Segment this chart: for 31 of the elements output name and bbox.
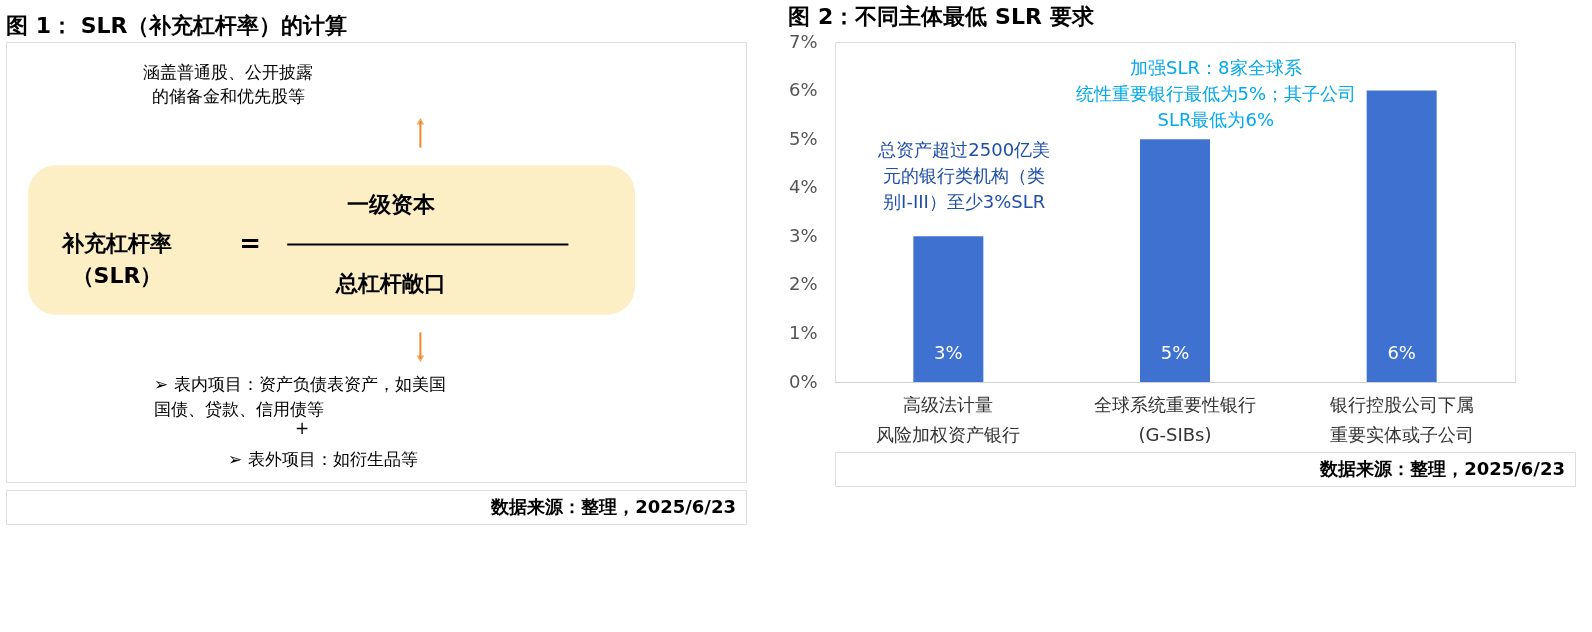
y-tick-label: 2% bbox=[788, 273, 818, 295]
source-note: 数据来源：整理，2025/6/23 bbox=[490, 496, 736, 517]
bar bbox=[1140, 139, 1210, 382]
text: 一级资本 bbox=[346, 191, 436, 217]
text: ➢ 表内项目：资产负债表资产，如美国国债、贷款、信用债等 bbox=[154, 374, 446, 419]
x-tick-label: 银行控股公司下属重要实体或子公司 bbox=[1328, 393, 1474, 445]
x-tick-label: 高级法计量风险加权资产银行 bbox=[876, 393, 1021, 445]
y-tick-label: 0% bbox=[788, 370, 818, 392]
y-tick-label: 3% bbox=[788, 224, 818, 246]
data-label: 6% bbox=[1387, 342, 1416, 363]
x-tick-label: 全球系统重要性银行(G-SIBs) bbox=[1094, 393, 1256, 445]
text: 总杠杆敞口 bbox=[334, 271, 446, 296]
text: + bbox=[294, 418, 310, 439]
chart-title: 图 2：不同主体最低 SLR 要求 bbox=[788, 4, 1095, 29]
text: 涵盖普通股、公开披露的储备金和优先股等 bbox=[143, 61, 313, 107]
source-note: 数据来源：整理，2025/6/23 bbox=[1319, 458, 1565, 479]
annotation: 总资产超过2500亿美元的银行类机构（类别I-III）至少3%SLR bbox=[877, 138, 1051, 212]
data-label: 3% bbox=[934, 342, 963, 363]
bar bbox=[913, 236, 984, 382]
bar bbox=[1366, 90, 1437, 382]
y-tick-label: 1% bbox=[788, 321, 818, 343]
y-tick-label: 7% bbox=[788, 30, 818, 52]
text: ➢ 表外项目：如衍生品等 bbox=[228, 449, 418, 469]
data-label: 5% bbox=[1160, 342, 1190, 363]
annotation: 加强SLR：8家全球系统性重要银行最低为5%；其子公司SLR最低为6% bbox=[1075, 57, 1357, 131]
y-tick-label: 4% bbox=[788, 176, 818, 198]
text: 补充杠杆率（SLR） bbox=[61, 231, 172, 289]
text: = bbox=[239, 228, 262, 259]
y-tick-label: 6% bbox=[788, 79, 818, 101]
text: 图 1： SLR（补充杠杆率）的计算 bbox=[6, 13, 348, 38]
y-tick-label: 5% bbox=[788, 127, 818, 149]
